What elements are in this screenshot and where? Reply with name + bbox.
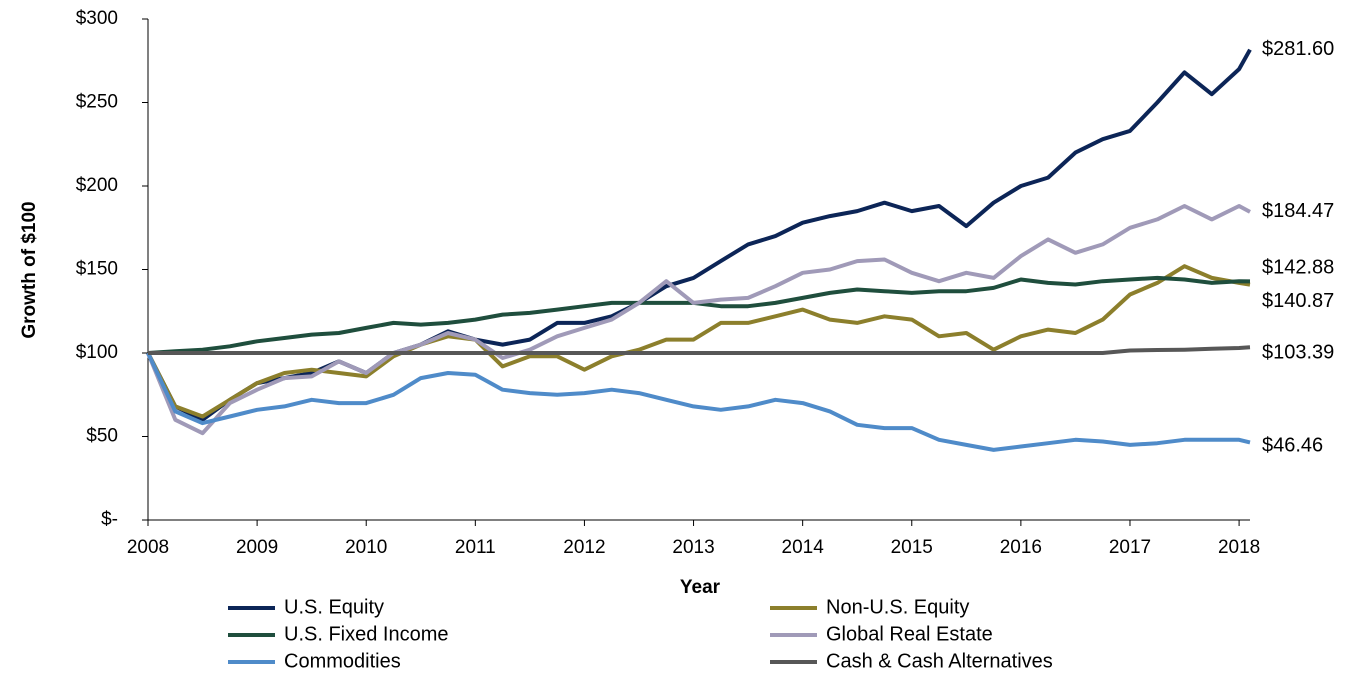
x-tick-label: 2017 bbox=[1109, 537, 1151, 558]
x-axis-label: Year bbox=[680, 577, 721, 598]
x-tick-label: 2015 bbox=[891, 537, 933, 558]
y-tick-label: $150 bbox=[76, 259, 118, 280]
y-tick-label: $100 bbox=[76, 342, 118, 363]
x-tick-label: 2014 bbox=[782, 537, 825, 558]
series-line bbox=[146, 204, 1251, 436]
x-tick-label: 2012 bbox=[563, 537, 605, 558]
legend-label: Commodities bbox=[284, 650, 401, 672]
x-tick-label: 2009 bbox=[236, 537, 278, 558]
x-tick-label: 2011 bbox=[455, 537, 496, 558]
legend-label: Cash & Cash Alternatives bbox=[826, 650, 1053, 672]
series-line bbox=[146, 264, 1251, 419]
legend-label: Non-U.S. Equity bbox=[826, 596, 969, 618]
end-label: $46.46 bbox=[1262, 435, 1323, 457]
y-tick-label: $250 bbox=[76, 92, 118, 113]
y-tick-label: $50 bbox=[86, 426, 118, 447]
end-label: $142.88 bbox=[1262, 257, 1334, 279]
legend-label: U.S. Fixed Income bbox=[284, 623, 449, 645]
y-axis-label: Growth of $100 bbox=[19, 201, 40, 338]
end-label: $140.87 bbox=[1262, 290, 1334, 312]
end-label: $281.60 bbox=[1262, 38, 1334, 60]
x-tick-label: 2008 bbox=[127, 537, 169, 558]
series-line bbox=[148, 345, 1251, 355]
y-tick-label: $200 bbox=[76, 175, 118, 196]
x-tick-label: 2016 bbox=[1000, 537, 1042, 558]
y-tick-label: $- bbox=[101, 509, 118, 530]
x-tick-label: 2013 bbox=[672, 537, 714, 558]
legend-label: Global Real Estate bbox=[826, 623, 993, 645]
y-tick-label: $300 bbox=[76, 8, 118, 29]
end-label: $184.47 bbox=[1262, 200, 1334, 222]
x-tick-label: 2010 bbox=[345, 537, 387, 558]
series-line bbox=[147, 275, 1251, 355]
legend-label: U.S. Equity bbox=[284, 596, 384, 618]
series-line bbox=[146, 48, 1252, 422]
series-line bbox=[146, 352, 1251, 452]
x-tick-label: 2018 bbox=[1218, 537, 1260, 558]
end-label: $103.39 bbox=[1262, 342, 1334, 364]
